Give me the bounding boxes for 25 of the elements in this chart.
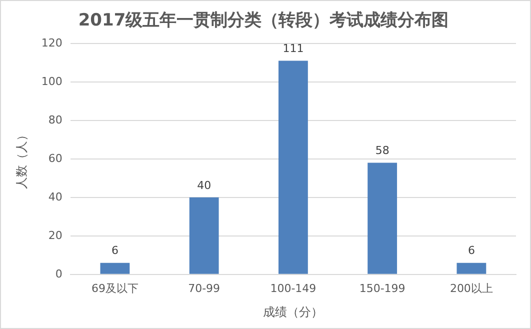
y-tick-label: 0 <box>55 267 62 280</box>
bar <box>368 162 398 274</box>
y-axis-title: 人数（人） <box>14 128 28 189</box>
bar <box>100 262 130 274</box>
data-label: 111 <box>282 42 304 56</box>
x-tick-label: 70-99 <box>188 282 220 295</box>
y-tick-label: 40 <box>48 190 62 204</box>
bar <box>278 60 308 274</box>
bar <box>456 262 486 274</box>
y-tick-label: 60 <box>48 152 62 165</box>
x-axis-title: 成绩（分） <box>263 304 324 319</box>
data-label: 6 <box>468 244 475 258</box>
y-tick-label: 20 <box>48 228 62 242</box>
data-label: 40 <box>197 178 212 192</box>
data-label: 58 <box>375 144 390 158</box>
y-tick-label: 80 <box>48 113 62 126</box>
data-label: 6 <box>111 244 118 258</box>
x-tick-label: 69及以下 <box>91 282 138 295</box>
y-tick-label: 100 <box>41 74 62 88</box>
bar <box>189 197 219 274</box>
y-tick-label: 120 <box>41 36 62 50</box>
x-tick-label: 200以上 <box>450 282 493 295</box>
x-tick-label: 100-149 <box>270 282 316 295</box>
chart-title: 2017级五年一贯制分类（转段）考试成绩分布图 <box>78 10 449 31</box>
x-tick-label: 150-199 <box>359 282 406 295</box>
